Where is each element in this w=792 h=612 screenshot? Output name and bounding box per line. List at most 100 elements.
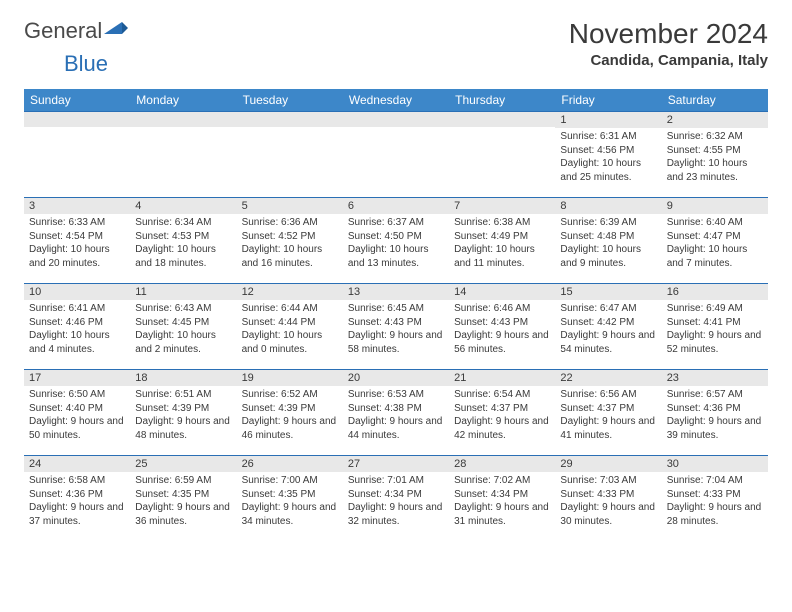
- day-number: 13: [343, 283, 449, 300]
- day-number: 24: [24, 455, 130, 472]
- day-number: 11: [130, 283, 236, 300]
- day-cell: [343, 111, 449, 197]
- week-row: 17Sunrise: 6:50 AMSunset: 4:40 PMDayligh…: [24, 369, 768, 455]
- day-number: 27: [343, 455, 449, 472]
- day-cell: 11Sunrise: 6:43 AMSunset: 4:45 PMDayligh…: [130, 283, 236, 369]
- day-details: Sunrise: 6:44 AMSunset: 4:44 PMDaylight:…: [242, 302, 338, 356]
- day-cell: 29 Sunrise: 7:03 AMSunset: 4:33 PMDayligh…: [555, 455, 661, 541]
- week-row: 24 Sunrise: 6:58 AMSunset: 4:36 PMDayligh…: [24, 455, 768, 541]
- day-cell: 10 Sunrise: 6:41 AMSunset: 4:46 PMDayligh…: [24, 283, 130, 369]
- day-details: Sunrise: 6:38 AMSunset: 4:49 PMDaylight:…: [454, 216, 550, 270]
- day-cell: 7 Sunrise: 6:38 AMSunset: 4:49 PMDaylight…: [449, 197, 555, 283]
- day-number: 5: [237, 197, 343, 214]
- day-cell: 28 Sunrise: 7:02 AMSunset: 4:34 PMDayligh…: [449, 455, 555, 541]
- day-cell: [24, 111, 130, 197]
- day-details: Sunrise: 6:36 AMSunset: 4:52 PMDaylight:…: [242, 216, 338, 270]
- day-cell: 6 Sunrise: 6:37 AMSunset: 4:50 PMDaylight…: [343, 197, 449, 283]
- logo-text-1: General: [24, 18, 102, 44]
- day-details: Sunrise: 6:45 AMSunset: 4:43 PMDaylight:…: [348, 302, 444, 356]
- day-cell: 20 Sunrise: 6:53 AMSunset: 4:38 PMDayligh…: [343, 369, 449, 455]
- day-number: 8: [555, 197, 661, 214]
- dayname-thursday: Thursday: [449, 89, 555, 111]
- day-number: 10: [24, 283, 130, 300]
- dayname-tuesday: Tuesday: [237, 89, 343, 111]
- day-cell: [130, 111, 236, 197]
- dayname-friday: Friday: [555, 89, 661, 111]
- day-details: Sunrise: 6:46 AMSunset: 4:43 PMDaylight:…: [454, 302, 550, 356]
- day-number: 26: [237, 455, 343, 472]
- week-row: 1 Sunrise: 6:31 AMSunset: 4:56 PMDaylight…: [24, 111, 768, 197]
- day-details: Sunrise: 6:56 AMSunset: 4:37 PMDaylight:…: [560, 388, 656, 442]
- empty-day-strip: [343, 111, 449, 127]
- week-row: 3Sunrise: 6:33 AMSunset: 4:54 PMDaylight…: [24, 197, 768, 283]
- day-cell: 19 Sunrise: 6:52 AMSunset: 4:39 PMDayligh…: [237, 369, 343, 455]
- day-number: 16: [662, 283, 768, 300]
- empty-day-strip: [24, 111, 130, 127]
- day-details: Sunrise: 6:52 AMSunset: 4:39 PMDaylight:…: [242, 388, 338, 442]
- day-cell: 8Sunrise: 6:39 AMSunset: 4:48 PMDaylight…: [555, 197, 661, 283]
- day-number: 20: [343, 369, 449, 386]
- day-number: 28: [449, 455, 555, 472]
- dayname-monday: Monday: [130, 89, 236, 111]
- day-cell: 3Sunrise: 6:33 AMSunset: 4:54 PMDaylight…: [24, 197, 130, 283]
- day-cell: 4 Sunrise: 6:34 AMSunset: 4:53 PMDaylight…: [130, 197, 236, 283]
- month-title: November 2024: [569, 18, 768, 50]
- day-number: 29: [555, 455, 661, 472]
- day-cell: 14 Sunrise: 6:46 AMSunset: 4:43 PMDayligh…: [449, 283, 555, 369]
- day-number: 2: [662, 111, 768, 128]
- day-cell: [449, 111, 555, 197]
- day-details: Sunrise: 6:58 AMSunset: 4:36 PMDaylight:…: [29, 474, 125, 528]
- day-number: 18: [130, 369, 236, 386]
- day-details: Sunrise: 6:51 AMSunset: 4:39 PMDaylight:…: [135, 388, 231, 442]
- empty-day-strip: [237, 111, 343, 127]
- day-cell: 12 Sunrise: 6:44 AMSunset: 4:44 PMDayligh…: [237, 283, 343, 369]
- day-cell: 22 Sunrise: 6:56 AMSunset: 4:37 PMDayligh…: [555, 369, 661, 455]
- day-details: Sunrise: 6:54 AMSunset: 4:37 PMDaylight:…: [454, 388, 550, 442]
- day-cell: 21Sunrise: 6:54 AMSunset: 4:37 PMDayligh…: [449, 369, 555, 455]
- day-number: 1: [555, 111, 661, 128]
- day-details: Sunrise: 6:47 AMSunset: 4:42 PMDaylight:…: [560, 302, 656, 356]
- day-number: 4: [130, 197, 236, 214]
- calendar-table: SundayMondayTuesdayWednesdayThursdayFrid…: [24, 89, 768, 541]
- day-details: Sunrise: 6:53 AMSunset: 4:38 PMDaylight:…: [348, 388, 444, 442]
- day-details: Sunrise: 7:03 AMSunset: 4:33 PMDaylight:…: [560, 474, 656, 528]
- day-number: 23: [662, 369, 768, 386]
- day-details: Sunrise: 6:41 AMSunset: 4:46 PMDaylight:…: [29, 302, 125, 356]
- day-details: Sunrise: 6:57 AMSunset: 4:36 PMDaylight:…: [667, 388, 763, 442]
- day-details: Sunrise: 6:31 AMSunset: 4:56 PMDaylight:…: [560, 130, 656, 184]
- day-cell: 23 Sunrise: 6:57 AMSunset: 4:36 PMDayligh…: [662, 369, 768, 455]
- day-number: 25: [130, 455, 236, 472]
- day-cell: 30Sunrise: 7:04 AMSunset: 4:33 PMDayligh…: [662, 455, 768, 541]
- day-details: Sunrise: 7:02 AMSunset: 4:34 PMDaylight:…: [454, 474, 550, 528]
- day-number: 22: [555, 369, 661, 386]
- day-cell: 9Sunrise: 6:40 AMSunset: 4:47 PMDaylight…: [662, 197, 768, 283]
- day-details: Sunrise: 6:34 AMSunset: 4:53 PMDaylight:…: [135, 216, 231, 270]
- day-details: Sunrise: 6:50 AMSunset: 4:40 PMDaylight:…: [29, 388, 125, 442]
- day-details: Sunrise: 6:32 AMSunset: 4:55 PMDaylight:…: [667, 130, 763, 184]
- day-cell: 27Sunrise: 7:01 AMSunset: 4:34 PMDayligh…: [343, 455, 449, 541]
- day-number: 15: [555, 283, 661, 300]
- day-cell: 16Sunrise: 6:49 AMSunset: 4:41 PMDayligh…: [662, 283, 768, 369]
- location: Candida, Campania, Italy: [569, 52, 768, 69]
- day-cell: 2 Sunrise: 6:32 AMSunset: 4:55 PMDaylight…: [662, 111, 768, 197]
- empty-day-strip: [130, 111, 236, 127]
- day-cell: 1 Sunrise: 6:31 AMSunset: 4:56 PMDaylight…: [555, 111, 661, 197]
- day-cell: 15 Sunrise: 6:47 AMSunset: 4:42 PMDayligh…: [555, 283, 661, 369]
- day-number: 14: [449, 283, 555, 300]
- logo: General: [24, 18, 130, 44]
- day-details: Sunrise: 6:33 AMSunset: 4:54 PMDaylight:…: [29, 216, 125, 270]
- day-number: 7: [449, 197, 555, 214]
- day-cell: 17Sunrise: 6:50 AMSunset: 4:40 PMDayligh…: [24, 369, 130, 455]
- day-details: Sunrise: 6:40 AMSunset: 4:47 PMDaylight:…: [667, 216, 763, 270]
- day-cell: [237, 111, 343, 197]
- day-cell: 13 Sunrise: 6:45 AMSunset: 4:43 PMDayligh…: [343, 283, 449, 369]
- day-number: 19: [237, 369, 343, 386]
- empty-day-strip: [449, 111, 555, 127]
- day-number: 30: [662, 455, 768, 472]
- day-number: 6: [343, 197, 449, 214]
- day-number: 12: [237, 283, 343, 300]
- day-details: Sunrise: 6:37 AMSunset: 4:50 PMDaylight:…: [348, 216, 444, 270]
- dayname-wednesday: Wednesday: [343, 89, 449, 111]
- dayname-saturday: Saturday: [662, 89, 768, 111]
- logo-mark-icon: [104, 18, 128, 44]
